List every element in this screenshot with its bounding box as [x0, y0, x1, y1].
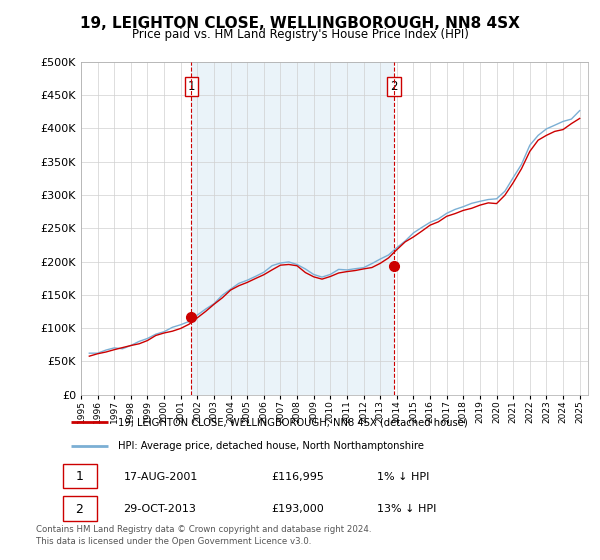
FancyBboxPatch shape [62, 464, 97, 488]
Text: 1: 1 [76, 470, 83, 483]
Text: Contains HM Land Registry data © Crown copyright and database right 2024.
This d: Contains HM Land Registry data © Crown c… [36, 525, 371, 546]
Bar [191, 62, 394, 395]
Text: £193,000: £193,000 [271, 504, 324, 514]
FancyBboxPatch shape [62, 496, 97, 521]
Text: Price paid vs. HM Land Registry's House Price Index (HPI): Price paid vs. HM Land Registry's House … [131, 28, 469, 41]
Text: 2: 2 [76, 502, 83, 516]
Text: 13% ↓ HPI: 13% ↓ HPI [377, 504, 436, 514]
Text: 1% ↓ HPI: 1% ↓ HPI [377, 472, 429, 482]
Text: 19, LEIGHTON CLOSE, WELLINGBOROUGH, NN8 4SX: 19, LEIGHTON CLOSE, WELLINGBOROUGH, NN8 … [80, 16, 520, 31]
Text: 17-AUG-2001: 17-AUG-2001 [124, 472, 198, 482]
Text: 29-OCT-2013: 29-OCT-2013 [124, 504, 196, 514]
Text: 1: 1 [187, 81, 195, 94]
Text: HPI: Average price, detached house, North Northamptonshire: HPI: Average price, detached house, Nort… [118, 441, 424, 451]
Text: £116,995: £116,995 [271, 472, 324, 482]
Text: 2: 2 [390, 81, 398, 94]
Text: 19, LEIGHTON CLOSE, WELLINGBOROUGH, NN8 4SX (detached house): 19, LEIGHTON CLOSE, WELLINGBOROUGH, NN8 … [118, 417, 468, 427]
